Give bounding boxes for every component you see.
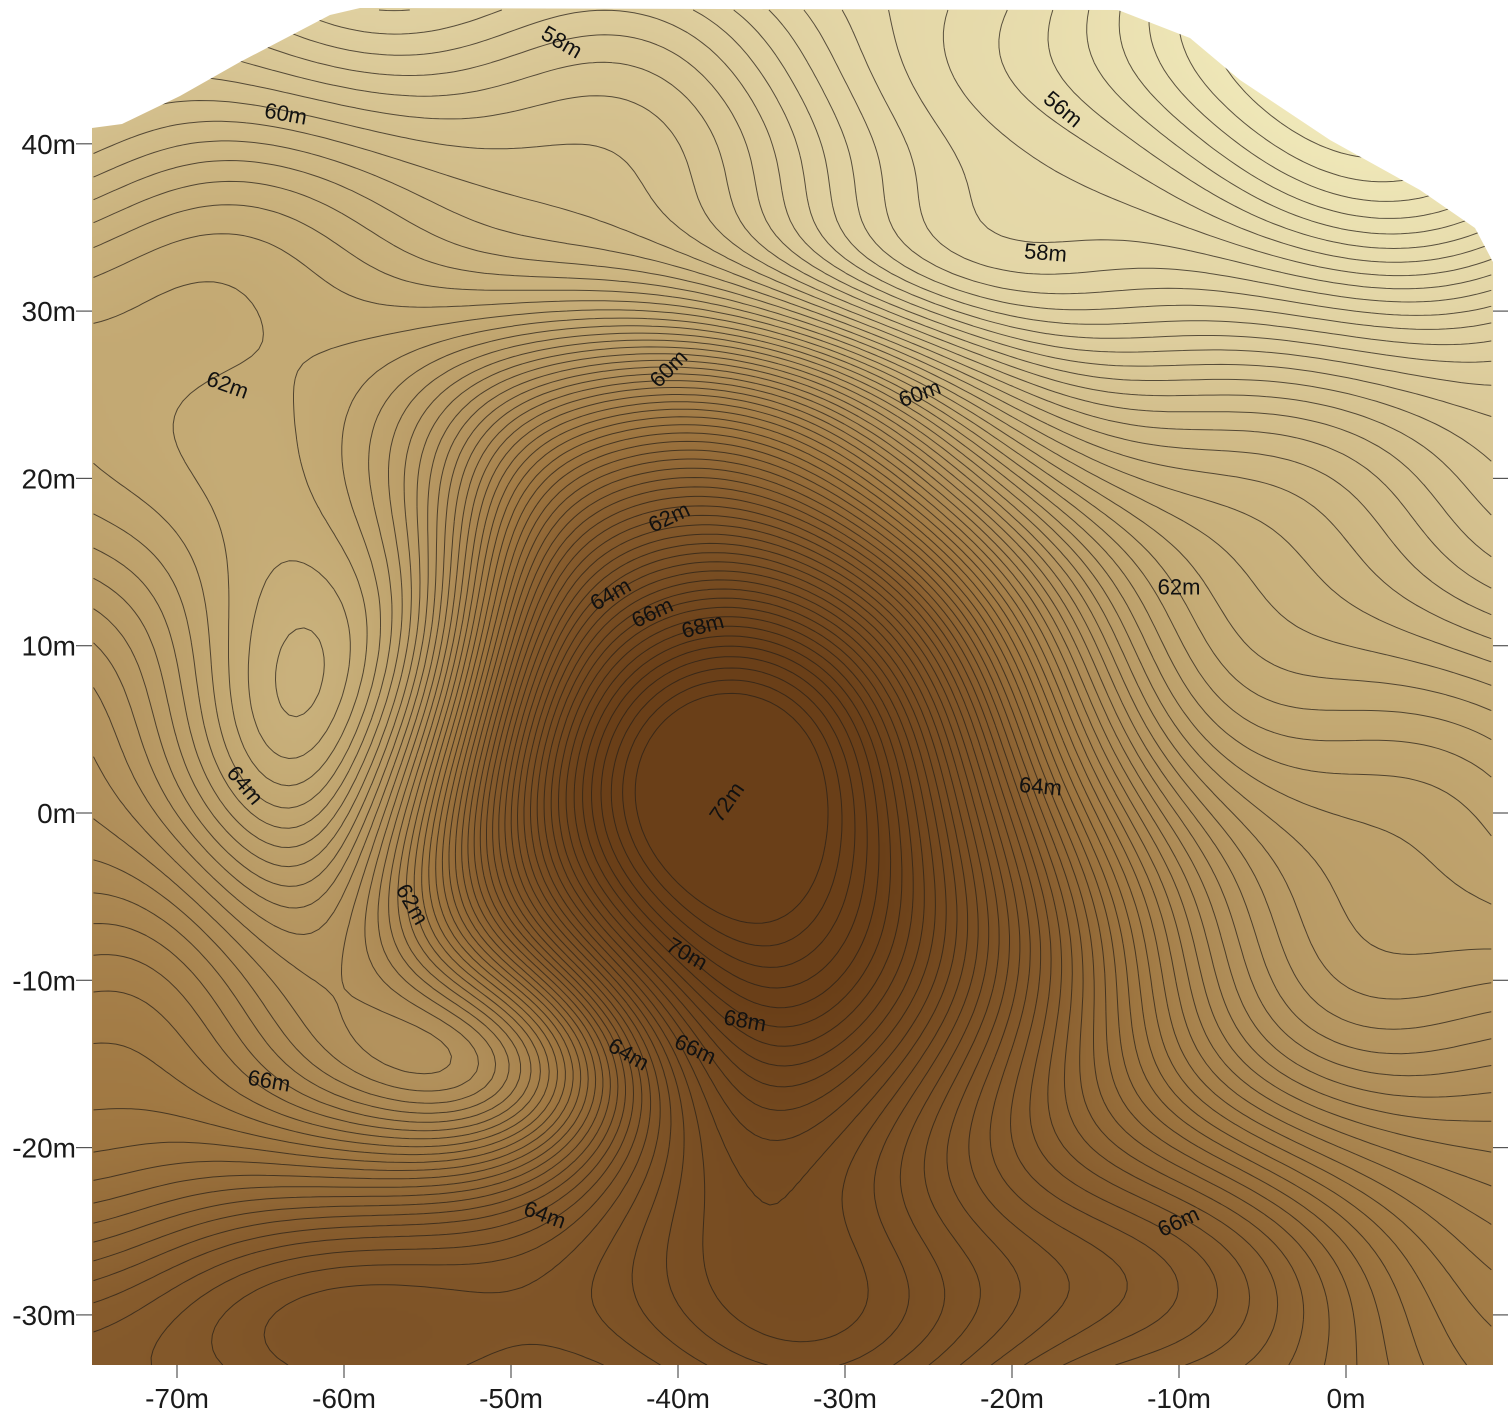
contour-line [93,332,1492,905]
contour-line [93,408,1492,1271]
x-tick-label: -20m [980,1383,1044,1414]
contour-line [622,679,843,947]
contour-label: 58m [1023,238,1068,267]
y-axis: 40m 30m 20m 10m 0m -10m -20m -30m [12,129,92,1331]
contour-line [93,346,1492,1000]
contour-label: 62m [1158,575,1201,600]
x-tick-label: -60m [312,1383,376,1414]
contour-line [93,505,1179,1365]
contour-line [93,353,1492,1030]
contour-line [93,233,1492,759]
contour-line [93,387,1492,1153]
contour-line [543,588,947,1141]
contour-line [93,373,1492,1098]
y-tick-label: -10m [12,965,76,996]
x-tick-label: -10m [1147,1383,1211,1414]
contour-line [93,458,1330,1365]
contour-line [565,616,914,1067]
contour-line [998,9,1492,263]
y-tick-label: 10m [22,631,76,662]
contour-line [517,552,990,1365]
contour-line [93,120,1492,589]
y-tick-label: 30m [22,296,76,327]
contour-line [536,579,958,1206]
y-tick-label: 20m [22,463,76,494]
contour-line [93,467,1305,1365]
x-tick-label: 0m [1327,1383,1366,1414]
contour-line [93,394,1492,1187]
contour-line [634,692,829,924]
contour-lines [93,9,1492,1365]
contour-line [610,667,856,968]
contour-line [93,160,1492,640]
x-axis: -70m -60m -50m -40m -30m -20m -10m 0m [145,1365,1365,1414]
y-tick-label: -30m [12,1300,76,1331]
contour-label: 64m [1018,772,1063,801]
contour-line [93,281,1492,787]
contour-line [573,625,903,1047]
contour-line [93,486,1251,1365]
contour-line [93,432,1424,1365]
contour-line [93,204,1492,718]
contour-line [768,9,1492,330]
contour-line [93,325,1492,837]
y-tick-label: 0m [37,798,76,829]
contour-line [888,9,1492,290]
contour-line [93,366,1492,1077]
contour-line [93,401,1492,1225]
contour-line [93,495,1218,1365]
contour-line [93,180,1492,663]
x-tick-label: -70m [145,1383,209,1414]
contour-line [93,380,1492,1122]
y-tick-label: -20m [12,1133,76,1164]
contour-line [211,524,1070,1365]
contour-line [93,424,1468,1365]
contour-line [295,9,1492,363]
contour-line [582,635,892,1028]
contour-line [93,359,1492,1055]
contour-line [93,339,1492,955]
contour-line [550,597,936,1111]
contour-line [510,542,1000,1365]
contour-line [841,9,1492,303]
right-axis-ticks [1493,310,1508,1316]
x-tick-label: -50m [479,1383,543,1414]
contour-line [93,140,1492,616]
contour-line [93,477,1279,1365]
contour-line [558,606,925,1088]
x-tick-label: -40m [646,1383,710,1414]
x-tick-label: -30m [813,1383,877,1414]
contour-line [189,9,1492,417]
contour-line [600,656,868,989]
contour-line [263,533,1021,1365]
contour-line [93,416,1492,1327]
contour-line [530,570,969,1343]
contour-line [150,514,1128,1365]
contour-line [93,317,1492,809]
contour-line [591,645,880,1009]
contour-line [942,9,1492,277]
y-tick-label: 40m [22,129,76,160]
contour-line [1148,9,1492,202]
contour-line [803,9,1492,316]
contour-line [93,440,1390,1365]
contour-line [379,9,1492,346]
contour-line [523,561,979,1365]
contour-line [93,449,1358,1365]
